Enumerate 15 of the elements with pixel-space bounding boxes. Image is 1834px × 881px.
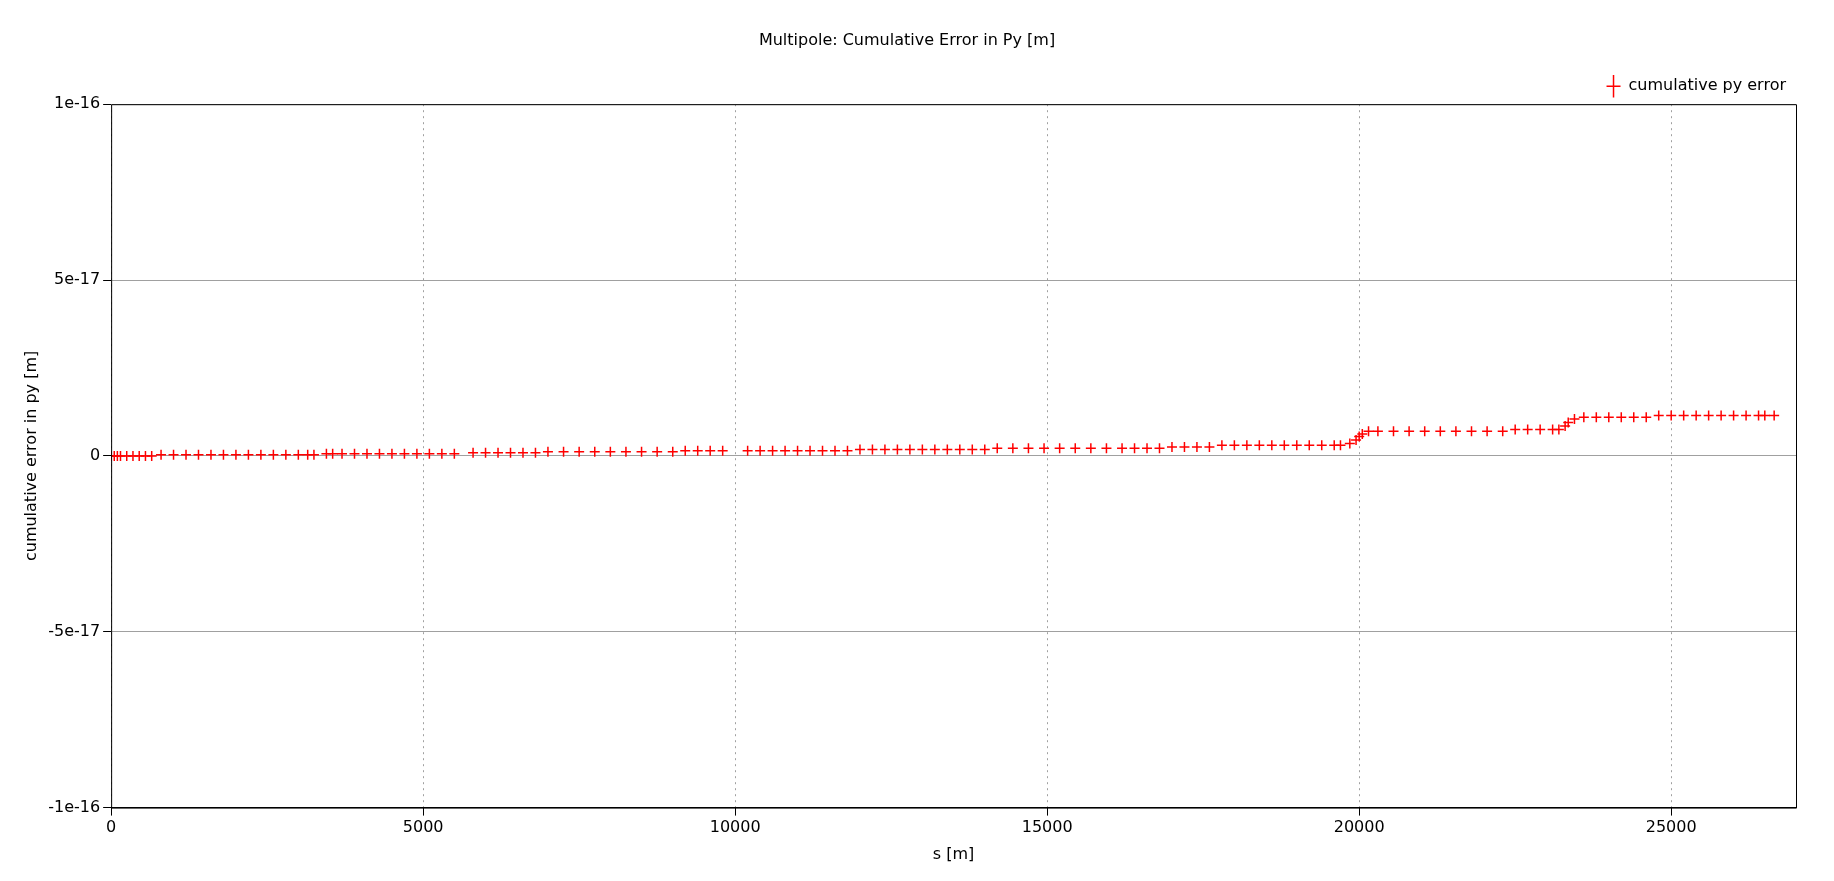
x-axis-title: s [m] <box>932 843 975 863</box>
legend-label: cumulative py error <box>1628 75 1787 95</box>
y-tick-label: 5e-17 <box>53 269 101 289</box>
x-tick-label: 15000 <box>1021 817 1073 837</box>
x-tick-label: 25000 <box>1645 817 1697 837</box>
x-tick-label: 5000 <box>402 817 444 837</box>
x-tick-label: 10000 <box>709 817 761 837</box>
chart-title: Multipole: Cumulative Error in Py [m] <box>758 29 1056 49</box>
y-axis-title: cumulative error in py [m] <box>20 350 40 562</box>
x-tick-label: 0 <box>106 817 117 837</box>
y-tick-label: -1e-16 <box>48 796 101 816</box>
y-tick-label: 1e-16 <box>53 93 101 113</box>
x-tick-label: 20000 <box>1333 817 1385 837</box>
y-tick-label: -5e-17 <box>48 620 101 640</box>
y-tick-label: 0 <box>89 445 101 465</box>
